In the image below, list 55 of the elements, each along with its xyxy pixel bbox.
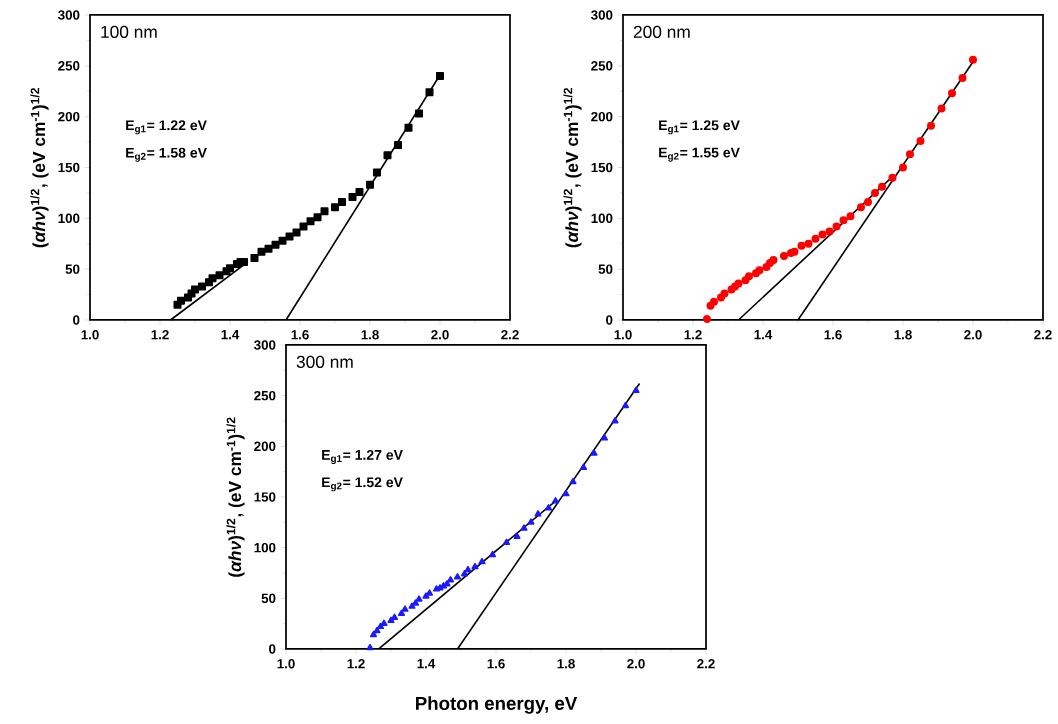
- annotation: 100 nm: [101, 25, 157, 39]
- x-tick-label: 1.2: [151, 330, 169, 340]
- x-tick-label: 1.0: [81, 330, 99, 340]
- x-tick-label: 2.2: [1034, 330, 1052, 340]
- annotation: E$_{g2}$= 1.55 eV: [659, 147, 740, 162]
- y-axis-title: (αhν)$^{1/2}$, (eV cm$^{-1}$)$^{1/2}$: [30, 88, 49, 248]
- x-axis-title: Photon energy, eV: [416, 696, 578, 714]
- x-tick-label: 2.2: [501, 330, 519, 340]
- y-tick-label: 200: [58, 111, 80, 122]
- y-axis-title: (αhν)$^{1/2}$, (eV cm$^{-1}$)$^{1/2}$: [226, 417, 245, 577]
- x-tick-label: 1.0: [614, 330, 632, 340]
- y-tick-label: 150: [58, 162, 80, 173]
- x-tick-label: 1.6: [487, 659, 505, 669]
- annotation: 300 nm: [296, 355, 353, 368]
- y-tick-label: 200: [254, 441, 276, 452]
- y-tick-label: 300: [58, 10, 80, 20]
- y-tick-label: 300: [591, 10, 613, 20]
- x-tick-label: 1.4: [221, 330, 240, 340]
- y-tick-label: 100: [591, 213, 613, 224]
- annotation: E$_{g1}$= 1.27 eV: [322, 449, 403, 464]
- y-tick-label: 100: [58, 213, 80, 224]
- y-axis-title: (αhν)$^{1/2}$, (eV cm$^{-1}$)$^{1/2}$: [563, 88, 582, 248]
- x-tick-label: 1.6: [291, 330, 309, 340]
- y-tick-label: 150: [591, 162, 613, 173]
- y-tick-label: 0: [606, 315, 613, 325]
- x-tick-label: 1.6: [824, 330, 842, 340]
- y-tick-label: 50: [261, 593, 276, 604]
- y-tick-label: 100: [254, 542, 276, 553]
- y-tick-label: 300: [254, 340, 276, 350]
- x-tick-label: 1.8: [894, 330, 912, 340]
- y-tick-label: 50: [598, 264, 613, 274]
- x-tick-label: 1.4: [754, 330, 773, 340]
- x-tick-label: 2.2: [697, 659, 715, 669]
- y-tick-label: 50: [65, 264, 80, 274]
- x-tick-label: 1.0: [277, 659, 295, 669]
- x-tick-label: 1.2: [347, 659, 365, 669]
- annotation: E$_{g2}$= 1.58 eV: [126, 147, 207, 162]
- x-tick-label: 1.8: [557, 659, 575, 669]
- x-tick-label: 2.0: [431, 330, 449, 340]
- y-tick-label: 250: [254, 390, 276, 401]
- annotation: E$_{g2}$= 1.52 eV: [322, 477, 403, 492]
- y-tick-label: 250: [58, 61, 80, 71]
- annotation: E$_{g1}$= 1.22 eV: [126, 120, 207, 135]
- x-tick-label: 1.8: [361, 330, 379, 340]
- x-tick-label: 2.0: [964, 330, 982, 340]
- annotation: E$_{g1}$= 1.25 eV: [659, 120, 740, 135]
- annotation: 200 nm: [633, 25, 690, 39]
- x-tick-label: 1.2: [684, 330, 702, 340]
- y-tick-label: 0: [73, 315, 80, 325]
- x-tick-label: 1.4: [417, 659, 436, 669]
- x-tick-label: 2.0: [627, 659, 645, 669]
- y-tick-label: 150: [254, 492, 276, 502]
- y-tick-label: 250: [591, 61, 613, 71]
- y-tick-label: 0: [269, 644, 276, 654]
- y-tick-label: 200: [591, 111, 613, 122]
